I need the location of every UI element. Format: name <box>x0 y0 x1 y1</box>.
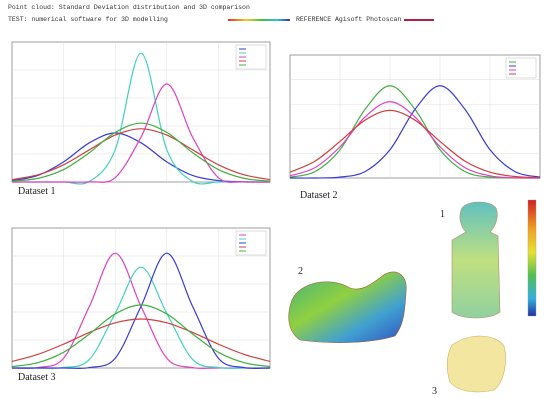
plot-frame <box>12 42 270 182</box>
reference-swatch <box>404 19 434 21</box>
model-label: 2 <box>298 266 303 277</box>
test-label: TEST: numerical software for 3D modellin… <box>8 16 168 23</box>
model-1 <box>452 202 500 318</box>
chart-title: Dataset 2 <box>300 190 338 201</box>
model-label: 3 <box>432 386 437 397</box>
header-line: Point cloud: Standard Deviation distribu… <box>8 4 250 11</box>
chart-title: Dataset 1 <box>18 186 56 197</box>
legend-box <box>506 58 536 78</box>
figure: Point cloud: Standard Deviation distribu… <box>0 0 544 398</box>
plot-frame <box>12 228 270 368</box>
model-3 <box>447 336 505 392</box>
test-swatch <box>228 19 290 21</box>
chart-title: Dataset 3 <box>18 372 56 383</box>
color-bar <box>528 200 536 316</box>
model-label: 1 <box>440 209 445 220</box>
model-2 <box>289 272 407 343</box>
reference-label: REFERENCE Agisoft Photoscan <box>296 16 401 23</box>
